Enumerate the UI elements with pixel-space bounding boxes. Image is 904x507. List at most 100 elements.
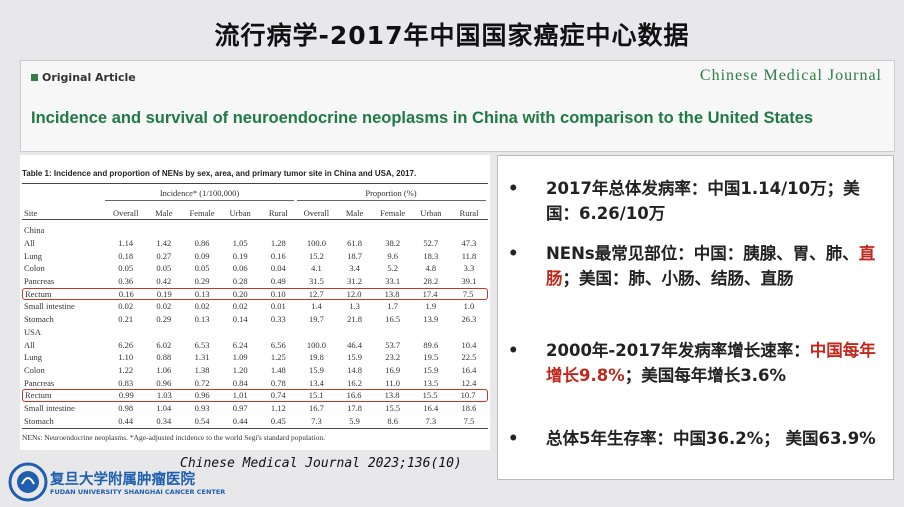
highlight-text: 直肠 [546,244,876,288]
column-header: Urban [420,207,442,218]
table-row: Stomach 0.44 0.34 0.54 0.44 0.45 7.3 5.9 8.6 7.3 7… [22,415,488,428]
table-row: Lung 0.18 0.27 0.09 0.19 0.16 15.2 18.7 9.6 18.3 1… [22,249,488,262]
cell: 31.5 [308,276,324,287]
cell: 6.56 [270,339,286,350]
section-label: China [22,224,488,237]
cell: 6.24 [232,339,248,350]
cell: 0.99 [118,390,134,401]
cell: 1.06 [156,364,172,375]
site-name: Small intestine [24,403,75,414]
cell: 9.6 [387,250,399,261]
cell: 0.42 [156,276,172,287]
bullet-panel: • 2017年总体发病率：中国1.14/10万；美国：6.26/10万 • NENs最… [497,155,894,480]
cell: 0.01 [270,301,286,312]
cell: 0.13 [194,314,210,325]
cell: 0.13 [194,288,210,299]
cell: 4.1 [311,263,322,274]
table-row: Colon 0.05 0.05 0.05 0.06 0.04 4.1 3.4 5.2 4.8 3.3 [22,262,488,275]
cell: 1.7 [387,301,399,312]
cell: 0.86 [194,237,210,248]
cell: 0.97 [232,403,248,414]
column-header: Overall [112,207,139,218]
cell: 0.29 [194,276,210,287]
cell: 1.10 [118,352,134,363]
cell: 0.93 [194,403,210,414]
site-name: Colon [24,263,45,274]
cell: 100.0 [306,339,326,350]
column-header: Male [345,207,364,218]
cell: 33.1 [385,276,401,287]
cell: 0.02 [232,301,248,312]
article-headline: Incidence and survival of neuroendocrine… [31,109,814,127]
cell: 15.9 [308,364,324,375]
cell: 13.8 [384,288,400,299]
cell: 1.9 [425,301,437,312]
table-row: Small intestine 0.02 0.02 0.02 0.02 0.01 1.4 1.… [22,300,488,313]
table-caption: Table 1: Incidence and proportion of NEN… [22,169,417,178]
cell: 6.02 [156,339,172,350]
cell: 13.5 [423,377,439,388]
cell: 15.1 [308,390,324,401]
cell: 10.7 [460,390,476,401]
rule [22,183,488,184]
cell: 1.42 [156,237,172,248]
cell: 39.1 [461,276,477,287]
table-row: Stomach 0.21 0.29 0.13 0.14 0.33 19.7 21.8 16.5 1… [22,313,488,326]
section-name: USA [24,326,42,337]
header-row: Site Overall Male Female Urban Rural Overall Ma… [22,207,488,220]
site-name: Pancreas [24,276,55,287]
cell: 0.88 [156,352,172,363]
cell: 1.20 [232,364,248,375]
cell: 1.09 [232,352,248,363]
section-name: China [24,225,45,236]
cell: 23.2 [385,352,401,363]
cell: 19.8 [308,352,324,363]
cell: 16.9 [385,364,401,375]
rule [22,428,488,430]
section-label: USA [22,326,488,339]
cell: 16.4 [461,364,477,375]
cell: 7.5 [463,415,475,426]
cell: 0.05 [156,263,172,274]
cell: 1.12 [270,403,286,414]
cell: 0.27 [156,250,172,261]
cell: 0.02 [156,301,172,312]
cell: 18.7 [347,250,362,261]
site-name: Small intestine [24,301,75,312]
cell: 26.3 [461,314,477,325]
slide-title: 流行病学-2017年中国国家癌症中心数据 [214,21,690,50]
cell: 13.8 [384,390,400,401]
cell: 14.8 [347,364,362,375]
cell: 15.5 [422,390,438,401]
bullet: • 总体5年生存率：中国36.2%； 美国63.9% [508,426,878,451]
cell: 0.98 [118,403,134,414]
cell: 31.2 [347,276,362,287]
article-label: Original Article [31,71,136,84]
cell: 1.22 [118,364,134,375]
cell: 18.3 [423,250,439,261]
site-name: Stomach [24,415,54,426]
cell: 0.33 [270,314,286,325]
cell: 15.2 [308,250,324,261]
cell: 16.7 [308,403,324,414]
cell: 8.6 [387,415,399,426]
cell: 0.49 [270,276,286,287]
cell: 0.96 [194,390,210,401]
cell: 22.5 [461,352,477,363]
cell: 0.21 [118,314,134,325]
bullet-text: 总体5年生存率：中国36.2%； 美国63.9% [546,426,876,451]
cell: 15.5 [385,403,401,414]
table-row: Pancreas 0.36 0.42 0.29 0.28 0.49 31.5 31.2 33.1… [22,275,488,288]
column-header: Male [155,207,173,218]
site-name: All [24,237,35,248]
text: ；美国每年增长3.6% [624,366,787,385]
cell: 1.3 [349,301,360,312]
cell: 0.19 [232,250,248,261]
table-row: All 6.26 6.02 6.53 6.24 6.56 100.0 46.4 53.7 89.6… [22,338,488,351]
column-header: Rural [268,207,288,218]
site-name: Rectum [25,288,52,299]
cell: 0.20 [232,288,248,299]
cell: 0.29 [156,314,172,325]
cell: 13.4 [308,377,324,388]
cell: 1.48 [270,364,286,375]
